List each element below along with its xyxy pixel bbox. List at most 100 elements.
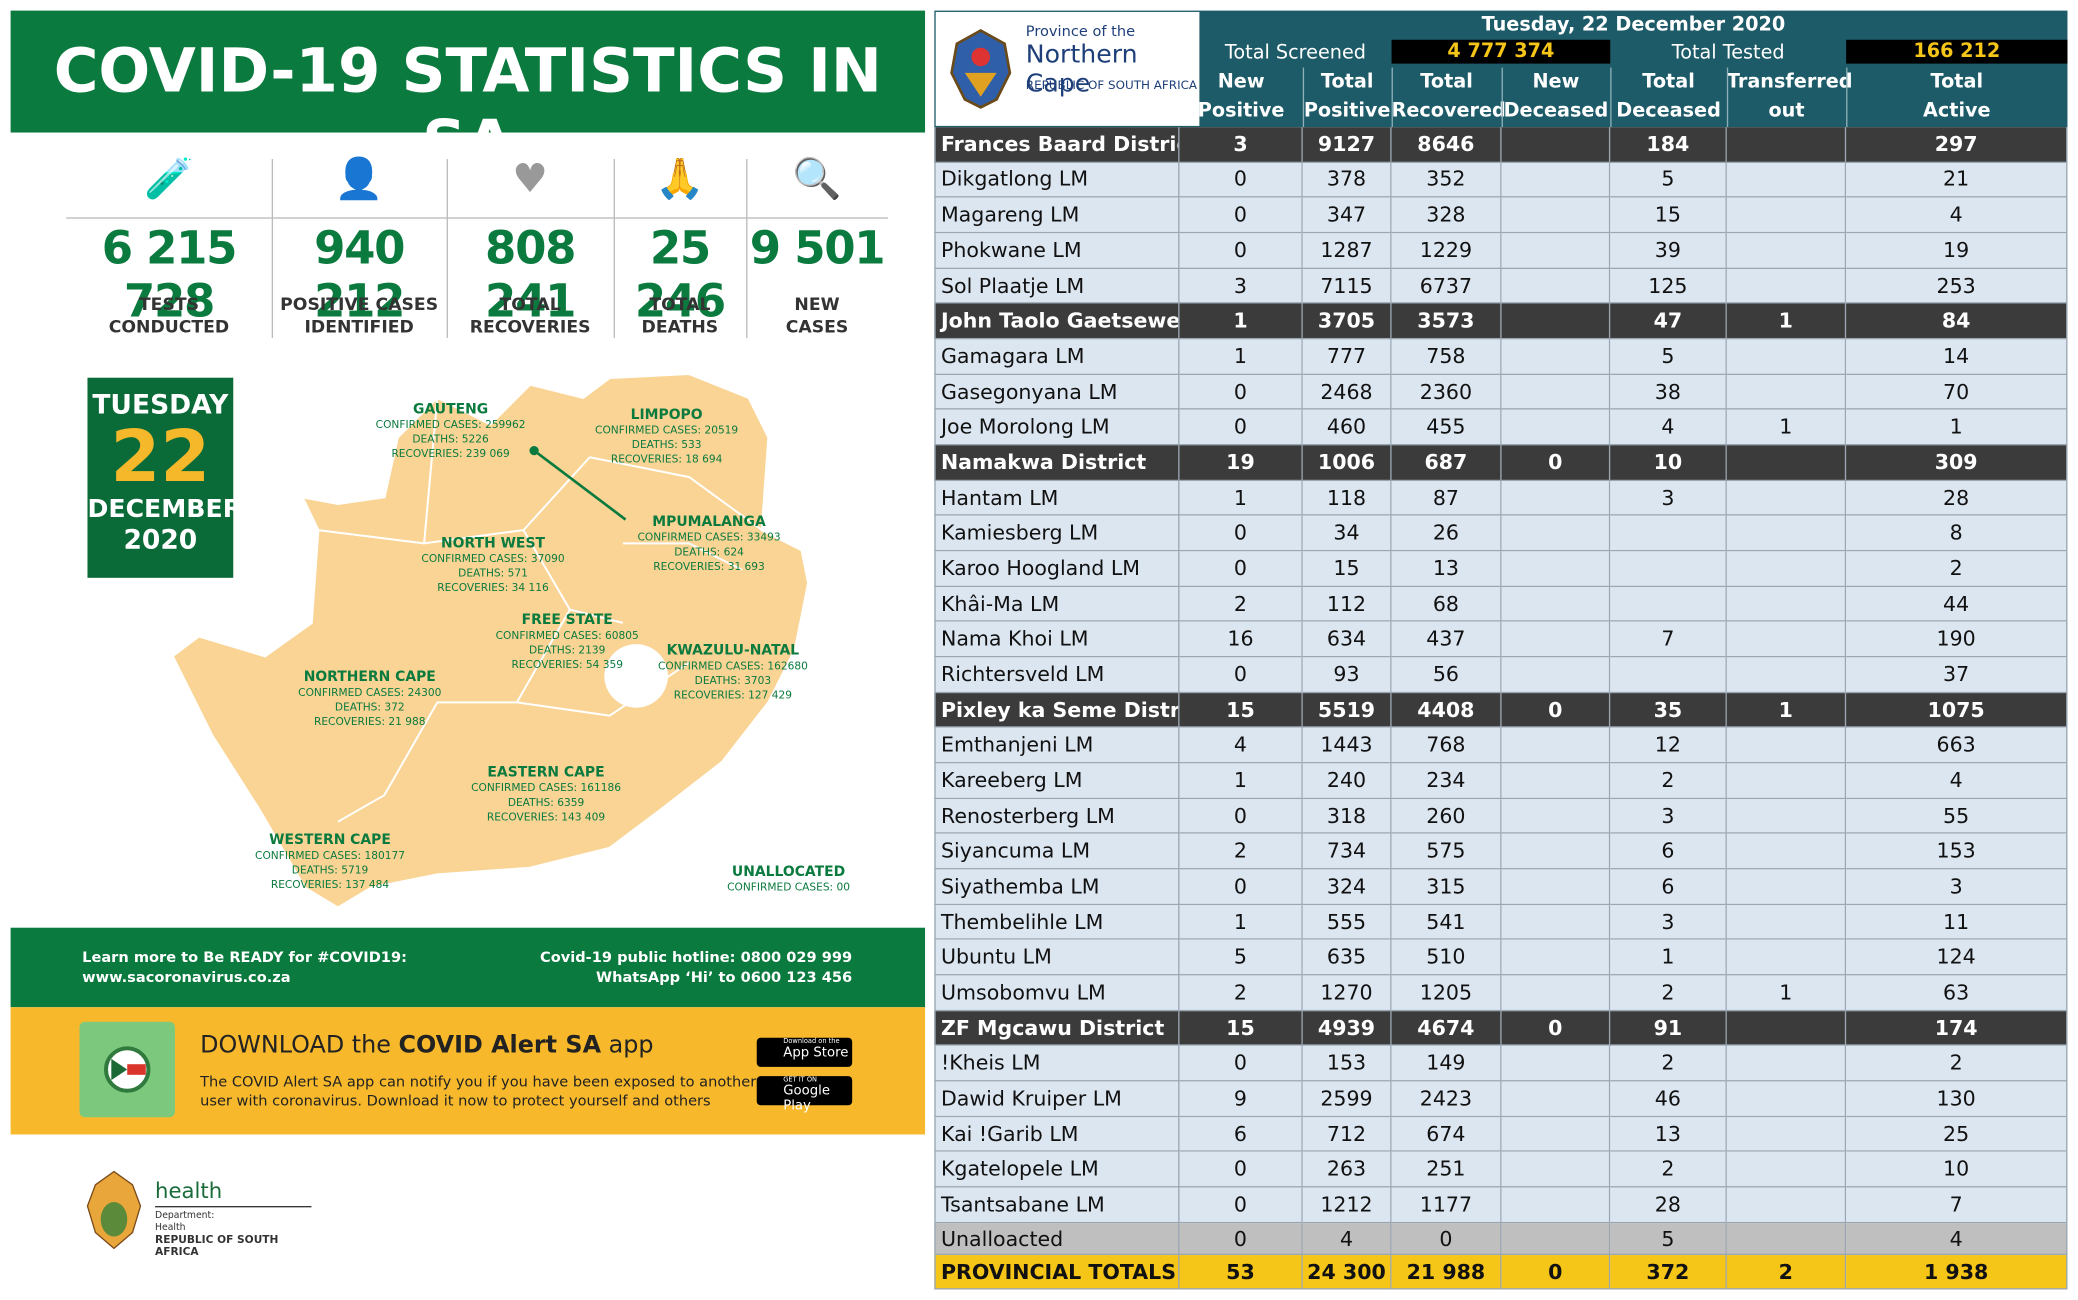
table-cell: 47 [1610, 303, 1727, 340]
province-name: NORTH WEST [441, 535, 545, 552]
row-label: Emthanjeni LM [934, 728, 1180, 764]
table-cell: 634 [1302, 622, 1392, 658]
column-header: Transferred [1726, 71, 1853, 93]
row-label: Phokwane LM [934, 233, 1180, 269]
table-cell: 1 [1726, 692, 1847, 729]
province-stat: RECOVERIES: 239 069 [391, 447, 510, 460]
table-cell: 734 [1302, 834, 1392, 870]
row-label: Richtersveld LM [934, 657, 1180, 693]
row-label: Nama Khoi LM [934, 622, 1180, 658]
stat-label: CASES [785, 318, 849, 338]
google-play-badge[interactable]: GET IT ON Google Play [756, 1076, 853, 1113]
table-cell [1726, 763, 1847, 799]
table-cell: 0 [1179, 657, 1303, 693]
table-cell [1501, 303, 1611, 340]
row-label: ZF Mgcawu District [934, 1010, 1180, 1047]
column-header: Deceased [1503, 100, 1609, 122]
row-label: Magareng LM [934, 197, 1180, 234]
table-cell: 1 [1179, 904, 1303, 941]
table-cell [1726, 1046, 1847, 1082]
stat-icon: 🔍 [792, 156, 842, 203]
department-line: REPUBLIC OF SOUTH AFRICA [155, 1233, 279, 1258]
table-cell: 4939 [1302, 1010, 1392, 1047]
stat-label: RECOVERIES [469, 318, 591, 338]
footer-text: Covid-19 public hotline: 0800 029 999 [540, 948, 853, 967]
table-cell [1726, 445, 1847, 481]
row-label: Joe Morolong LM [934, 409, 1180, 446]
rule [613, 217, 747, 219]
table-cell: 3705 [1302, 303, 1392, 340]
logo-province: Northern Cape [1025, 39, 1138, 99]
province-name: FREE STATE [521, 612, 613, 629]
table-cell [1726, 197, 1847, 234]
table-cell: 15 [1179, 692, 1303, 729]
row-label: Sol Plaatje LM [934, 268, 1180, 304]
table-cell: 84 [1846, 303, 2068, 340]
row-label: Siyathemba LM [934, 869, 1180, 905]
table-cell: 5 [1610, 1222, 1727, 1256]
row-label: PROVINCIAL TOTALS [934, 1255, 1180, 1290]
table-cell: 0 [1179, 1046, 1303, 1082]
province-stat: RECOVERIES: 21 988 [313, 715, 426, 728]
table-cell [1726, 1081, 1847, 1117]
map [170, 372, 810, 910]
table-cell: 297 [1846, 127, 2068, 163]
province-stat: RECOVERIES: 34 116 [437, 581, 549, 594]
table-cell: 2 [1610, 975, 1727, 1011]
table-cell: 2360 [1391, 374, 1502, 410]
table-cell: 1443 [1302, 728, 1392, 764]
province-stat: RECOVERIES: 18 694 [610, 453, 723, 466]
stat-icon: ♥ [512, 156, 548, 203]
table-cell: 1205 [1391, 975, 1502, 1011]
table-cell: 0 [1179, 162, 1303, 198]
table-cell: 4 [1846, 197, 2068, 234]
row-label: Siyancuma LM [934, 834, 1180, 870]
table-cell: 663 [1846, 728, 2068, 764]
table-cell: 21 [1846, 162, 2068, 198]
table-cell [1501, 869, 1611, 905]
province-name: GAUTENG [413, 401, 489, 418]
province-stat: DEATHS: 3703 [694, 674, 772, 687]
stat-value: 6 215 728 [101, 222, 238, 329]
table-cell [1501, 1187, 1611, 1223]
table-cell: 352 [1391, 162, 1502, 198]
table-cell [1501, 940, 1611, 976]
date-month: DECEMBER [87, 494, 243, 524]
header-divider [1501, 67, 1503, 128]
table-cell: 1006 [1302, 445, 1392, 481]
table-cell: 7115 [1302, 268, 1392, 304]
department-name: health [155, 1178, 223, 1204]
column-header: Deceased [1616, 100, 1721, 122]
app-heading-text: DOWNLOAD the [200, 1031, 399, 1059]
table-cell: 15 [1302, 551, 1392, 587]
table-cell: 1 [1610, 940, 1727, 976]
table-cell: 63 [1846, 975, 2068, 1011]
table-cell: 260 [1391, 798, 1502, 835]
stat-label: POSITIVE CASES [280, 295, 439, 316]
row-label: Unalloacted [934, 1222, 1180, 1256]
table-cell [1501, 233, 1611, 269]
stat-icon: 👤 [334, 156, 384, 203]
table-cell: 4 [1179, 728, 1303, 764]
app-text-line: The COVID Alert SA app can notify you if… [200, 1073, 789, 1091]
table-cell: 28 [1846, 480, 2068, 516]
table-cell: 87 [1391, 480, 1502, 516]
table-cell: 190 [1846, 622, 2068, 658]
row-label: Renosterberg LM [934, 798, 1180, 835]
table-cell: 460 [1302, 409, 1392, 446]
province-stat: CONFIRMED CASES: 37090 [421, 552, 565, 565]
table-cell [1726, 480, 1847, 516]
table-cell: 9127 [1302, 127, 1392, 163]
table-cell: 635 [1302, 940, 1392, 976]
table-cell: 6737 [1391, 268, 1502, 304]
table-cell [1501, 197, 1611, 234]
app-store-badge[interactable]: Download on the App Store [756, 1037, 853, 1067]
table-cell: 6 [1179, 1116, 1303, 1153]
stat-value: 808 241 [485, 222, 576, 329]
table-cell: 13 [1391, 551, 1502, 587]
table-cell: 777 [1302, 339, 1392, 375]
table-cell: 1 [1726, 975, 1847, 1011]
table-cell: 4408 [1391, 692, 1502, 729]
province-stat: CONFIRMED CASES: 60805 [495, 629, 639, 642]
